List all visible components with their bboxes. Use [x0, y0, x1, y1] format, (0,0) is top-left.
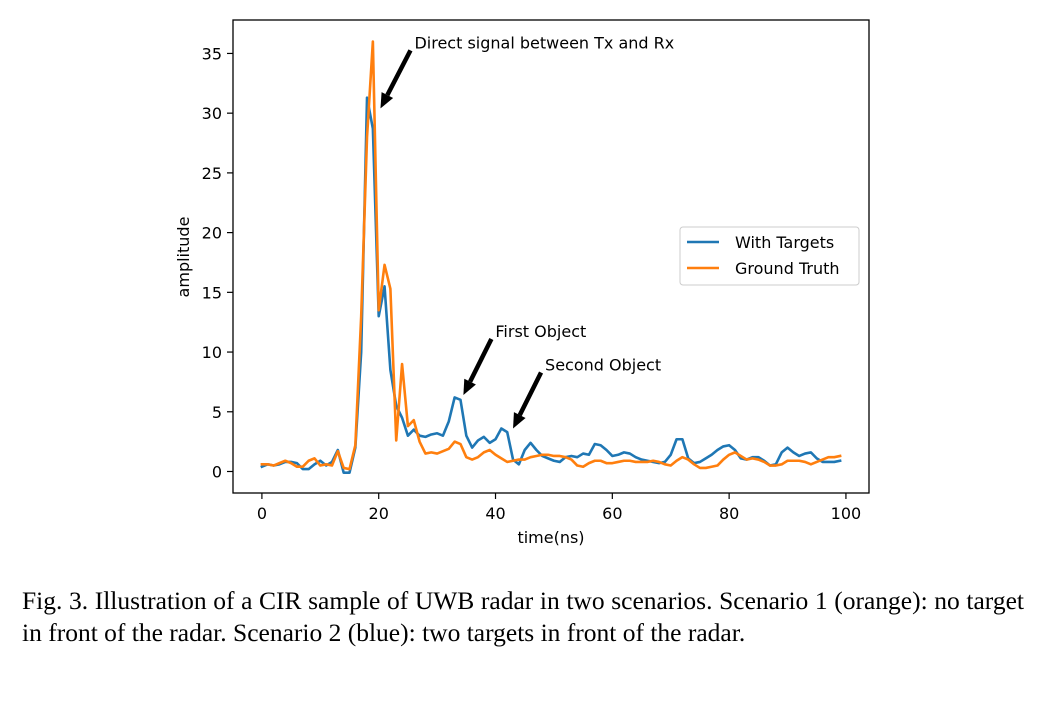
y-axis-ticks: 0 5 10 15 20 25 30 35: [202, 44, 233, 482]
x-tick-label: 60: [602, 504, 622, 523]
arrow-shaft: [385, 49, 413, 97]
chart: 0 20 40 60 80 100 0 5 10 15 20 25 30 35 time(ns) amp…: [174, 19, 870, 547]
annotations: Direct signal between Tx and Rx First Obj…: [380, 33, 674, 429]
axes-frame: [232, 19, 870, 494]
y-tick-label: 10: [202, 343, 222, 362]
x-tick-label: 80: [719, 504, 739, 523]
x-tick-label: 100: [831, 504, 862, 523]
plot-area: [232, 19, 870, 494]
arrow-head: [380, 92, 394, 109]
y-tick-label: 35: [202, 44, 222, 63]
y-tick-label: 5: [212, 403, 222, 422]
x-tick-label: 40: [485, 504, 505, 523]
legend-label-with-targets: With Targets: [735, 233, 834, 252]
legend: With Targets Ground Truth: [679, 226, 860, 286]
x-tick-label: 20: [369, 504, 389, 523]
y-tick-label: 20: [202, 224, 222, 243]
legend-label-ground-truth: Ground Truth: [735, 259, 840, 278]
x-tick-label: 0: [257, 504, 267, 523]
annotation-arrow: [380, 49, 413, 109]
figure-caption: Fig. 3. Illustration of a CIR sample of …: [22, 586, 1024, 647]
arrow-shaft: [468, 338, 494, 383]
legend-frame: [679, 226, 860, 286]
series-layer: [260, 40, 842, 474]
series-line-ground-truth: [260, 40, 842, 471]
annotation-arrow: [463, 338, 494, 396]
annotation-label: Second Object: [545, 356, 661, 375]
x-axis-ticks: 0 20 40 60 80 100: [257, 493, 861, 523]
y-tick-label: 30: [202, 104, 222, 123]
arrow-head: [463, 378, 476, 396]
y-axis-label: amplitude: [174, 217, 193, 298]
y-tick-label: 0: [212, 463, 222, 482]
arrow-shaft: [517, 371, 544, 417]
y-tick-label: 15: [202, 283, 222, 302]
y-tick-label: 25: [202, 164, 222, 183]
x-axis-label: time(ns): [517, 528, 584, 547]
annotation-arrow: [513, 371, 544, 429]
annotation-label: Direct signal between Tx and Rx: [414, 33, 674, 52]
arrow-head: [513, 412, 526, 429]
annotation-label: First Object: [495, 322, 586, 341]
